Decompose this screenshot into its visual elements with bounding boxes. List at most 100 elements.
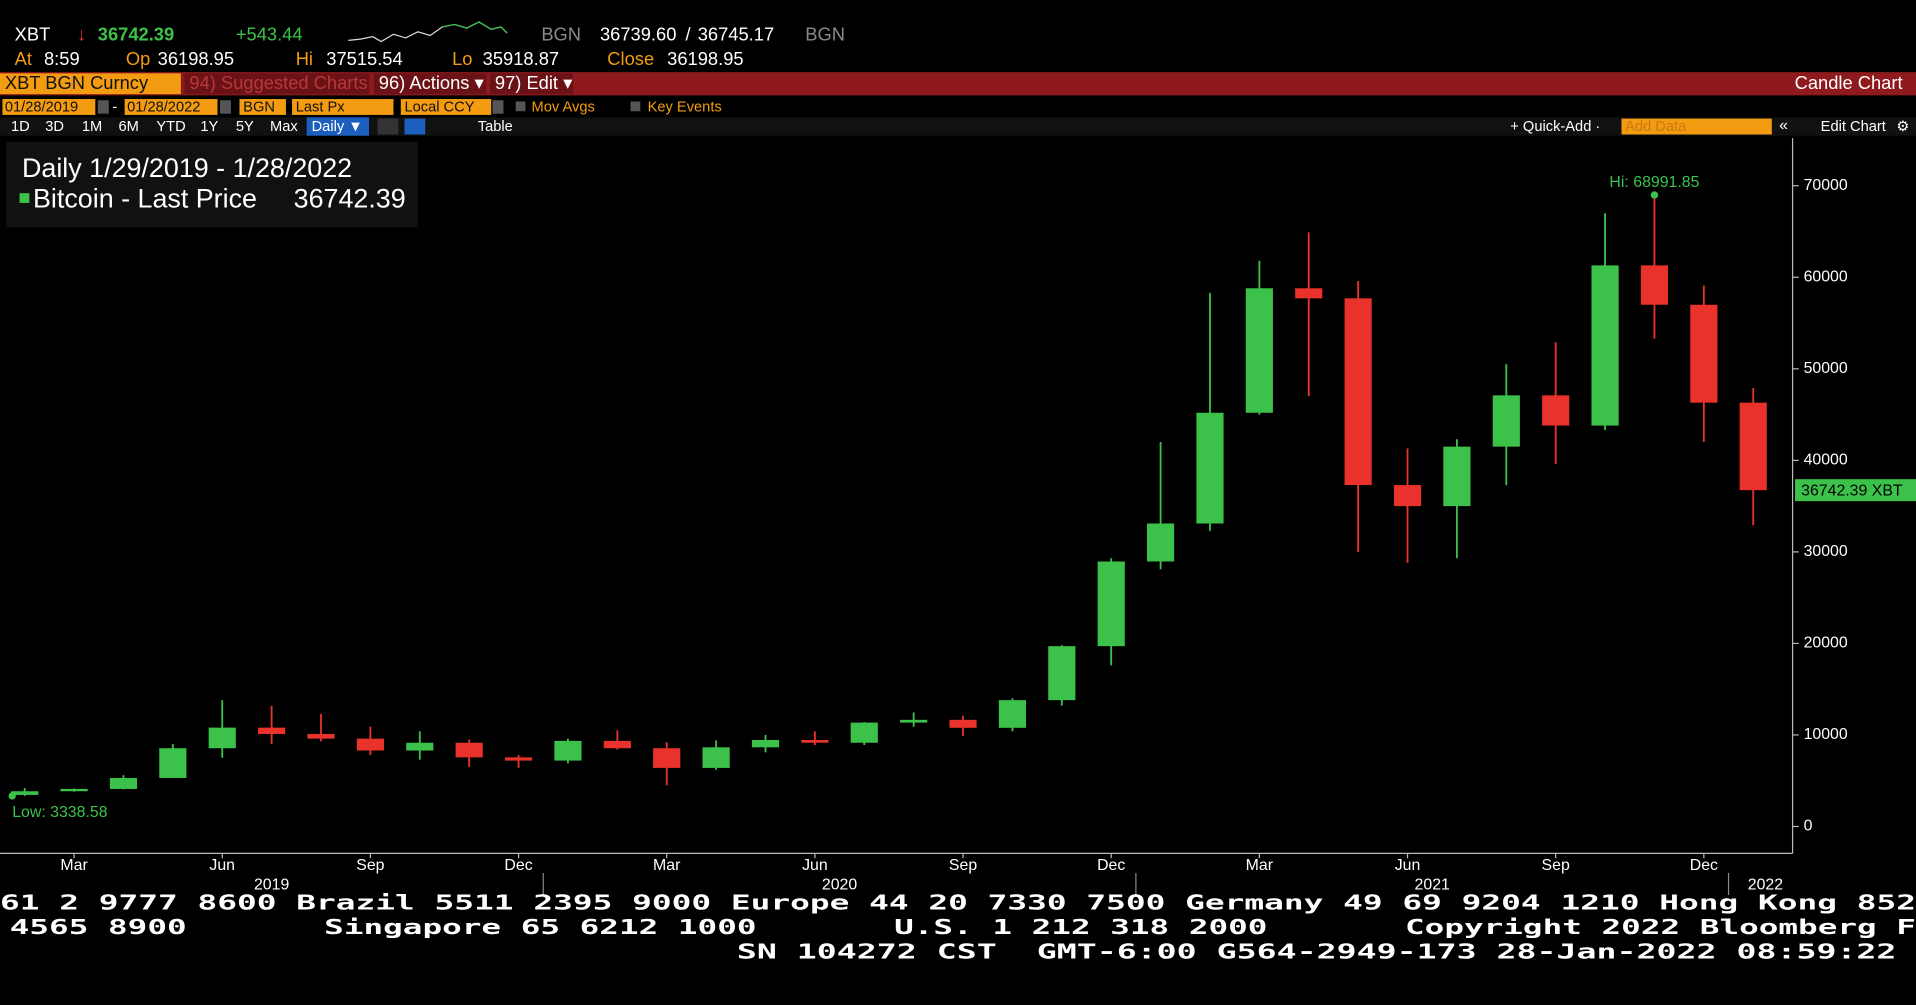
candle-body	[1690, 304, 1718, 403]
input[interactable]	[124, 99, 218, 115]
footer-line: 4565 8900 Singapore 65 6212 1000 U.S. 1 …	[10, 915, 1916, 939]
legend-swatch	[19, 193, 30, 203]
table-button[interactable]: Table	[478, 119, 513, 135]
security-box[interactable]	[0, 73, 181, 95]
candle-body	[900, 719, 928, 723]
input[interactable]	[239, 99, 286, 115]
view-name: Candle Chart	[1795, 72, 1903, 93]
legend-box	[6, 141, 418, 228]
candle-body	[1492, 395, 1520, 447]
candle-body	[554, 740, 582, 761]
checkbox[interactable]	[515, 101, 526, 112]
edit-chart[interactable]: Edit Chart	[1821, 119, 1886, 135]
x-tick-label: Dec	[1690, 857, 1718, 874]
candle-icon[interactable]	[404, 118, 426, 135]
quick-add[interactable]: + Quick-Add ·	[1510, 119, 1600, 135]
range-button[interactable]: 6M	[119, 119, 139, 135]
range-button[interactable]: 1D	[11, 119, 30, 135]
candle-body	[208, 727, 236, 749]
input[interactable]	[292, 99, 394, 115]
high-marker	[1650, 191, 1659, 199]
pricing-source[interactable]: BGN	[243, 99, 275, 115]
range-button[interactable]: 1M	[82, 119, 102, 135]
suggested-charts[interactable]: 94) Suggested Charts	[189, 72, 367, 93]
x-tick-label: Sep	[1542, 857, 1570, 874]
period[interactable]: Daily ▼	[312, 119, 363, 135]
stat-value: 35918.87	[483, 48, 559, 69]
x-tick-label: Mar	[653, 857, 681, 874]
candle-body	[60, 788, 88, 792]
stat-value: 37515.54	[326, 48, 402, 69]
range-button[interactable]: YTD	[156, 119, 185, 135]
separator: /	[686, 23, 692, 44]
candle-body	[1443, 446, 1471, 507]
toolbar	[0, 117, 1916, 136]
candle-body	[159, 748, 187, 778]
y-tick-label: 70000	[1804, 177, 1848, 194]
range-button[interactable]: 1Y	[200, 119, 218, 135]
range-button[interactable]: 5Y	[236, 119, 254, 135]
footer-line: SN 104272 CST GMT-6:00 G564-2949-173 28-…	[737, 939, 1897, 963]
bid: 36739.60	[600, 23, 676, 44]
candle-body	[258, 727, 286, 735]
line-icon[interactable]	[377, 118, 399, 135]
date-dash: -	[112, 99, 117, 115]
stat-label: At	[15, 48, 32, 69]
mov-avgs[interactable]: Mov Avgs	[532, 99, 595, 115]
x-tick-label: Jun	[802, 857, 828, 874]
candle-body	[702, 747, 730, 768]
candle-body	[1542, 395, 1570, 426]
actions-menu[interactable]: 96) Actions ▾	[379, 72, 484, 93]
year-label: 2021	[1415, 876, 1450, 893]
key-events[interactable]: Key Events	[648, 99, 722, 115]
range-button[interactable]: Max	[270, 119, 298, 135]
ask: 36745.17	[698, 23, 774, 44]
calendar-icon[interactable]	[97, 100, 109, 114]
currency[interactable]: Local CCY	[404, 99, 474, 115]
settings-icon[interactable]: ⚙	[1896, 119, 1909, 135]
candle-body	[1393, 485, 1422, 507]
candle-body	[850, 722, 878, 743]
x-tick-label: Sep	[949, 857, 977, 874]
y-tick-label: 30000	[1804, 543, 1848, 560]
sparkline-recent	[442, 21, 508, 34]
range-button[interactable]: 3D	[45, 119, 64, 135]
calendar-icon[interactable]	[219, 100, 231, 114]
legend-series: Bitcoin - Last Price	[33, 184, 257, 214]
end-date[interactable]: 01/28/2022	[127, 99, 200, 115]
y-tick-label: 50000	[1804, 360, 1848, 377]
period-box[interactable]	[306, 117, 370, 136]
start-date[interactable]: 01/28/2019	[5, 99, 78, 115]
chart: 0 10000 20000 30000 40000 50000 60000 70000 Mar J…	[0, 138, 1916, 895]
field[interactable]: Last Px	[296, 99, 346, 115]
edit-menu[interactable]: 97) Edit ▾	[495, 72, 572, 93]
collapse[interactable]: «	[1779, 117, 1788, 134]
dropdown[interactable]	[492, 100, 504, 114]
stat-value: 36198.95	[158, 48, 234, 69]
legend-title: Daily 1/29/2019 - 1/28/2022	[22, 153, 352, 183]
security[interactable]: XBT BGN Curncy	[5, 72, 149, 93]
candle-body	[751, 739, 780, 748]
high-annotation: Hi: 68991.85	[1609, 174, 1699, 191]
add-data-box[interactable]	[1621, 118, 1772, 135]
x-tick-label: Jun	[1395, 857, 1421, 874]
input[interactable]	[400, 99, 492, 115]
candle-body	[1196, 412, 1224, 524]
menu-button[interactable]	[373, 73, 487, 95]
menu-button[interactable]	[489, 73, 574, 95]
y-tick-label: 0	[1804, 818, 1813, 835]
candle-body	[356, 738, 384, 751]
candle-body	[1295, 288, 1323, 299]
x-tick-label: Sep	[356, 857, 384, 874]
checkbox[interactable]	[630, 101, 641, 112]
source: BGN	[541, 23, 581, 44]
menu-button[interactable]	[184, 73, 370, 95]
year-label: 2020	[822, 876, 857, 893]
low-marker	[8, 792, 16, 800]
input[interactable]	[2, 99, 96, 115]
x-tick-label: Mar	[60, 857, 88, 874]
add-data[interactable]: Add Data	[1625, 119, 1687, 135]
candle-body	[801, 739, 829, 743]
